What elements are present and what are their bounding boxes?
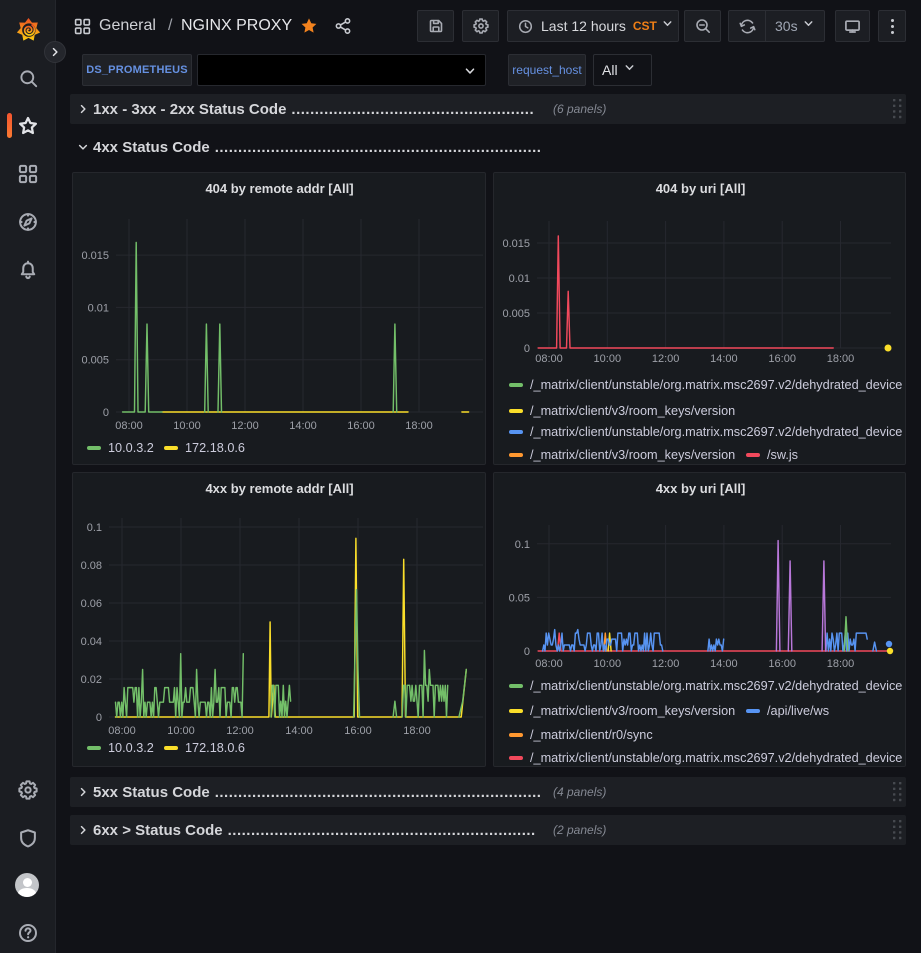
svg-text:08:00: 08:00	[535, 353, 563, 365]
svg-text:/_matrix/client/r0/sync: /_matrix/client/r0/sync	[530, 728, 653, 742]
svg-text:0.06: 0.06	[81, 598, 102, 610]
svg-text:/_matrix/client/unstable/org.m: /_matrix/client/unstable/org.matrix.msc2…	[530, 425, 902, 439]
svg-text:10:00: 10:00	[167, 725, 195, 737]
svg-text:16:00: 16:00	[344, 725, 372, 737]
svg-text:0: 0	[524, 343, 530, 355]
svg-text:18:00: 18:00	[827, 658, 855, 670]
svg-text:4xx by remote addr [All]: 4xx by remote addr [All]	[205, 481, 353, 496]
svg-text:/_matrix/client/unstable/org.m: /_matrix/client/unstable/org.matrix.msc2…	[530, 378, 902, 392]
svg-text:10:00: 10:00	[594, 353, 622, 365]
svg-text:0: 0	[103, 407, 109, 419]
svg-text:10:00: 10:00	[594, 658, 622, 670]
svg-text:14:00: 14:00	[285, 725, 313, 737]
svg-text:08:00: 08:00	[108, 725, 136, 737]
svg-text:0.01: 0.01	[88, 302, 109, 314]
svg-text:/_matrix/client/unstable/org.m: /_matrix/client/unstable/org.matrix.msc2…	[530, 679, 902, 693]
svg-text:12:00: 12:00	[652, 658, 680, 670]
svg-text:12:00: 12:00	[231, 420, 259, 432]
svg-text:0: 0	[96, 712, 102, 724]
svg-text:/api/live/ws: /api/live/ws	[767, 704, 829, 718]
svg-text:0.005: 0.005	[81, 355, 109, 367]
svg-text:/sw.js: /sw.js	[767, 448, 798, 462]
svg-text:0.015: 0.015	[502, 238, 530, 250]
svg-text:/_matrix/client/unstable/org.m: /_matrix/client/unstable/org.matrix.msc2…	[530, 751, 902, 765]
svg-text:0.1: 0.1	[87, 522, 102, 534]
svg-text:08:00: 08:00	[535, 658, 563, 670]
svg-text:16:00: 16:00	[347, 420, 375, 432]
svg-text:08:00: 08:00	[115, 420, 143, 432]
svg-text:0.01: 0.01	[509, 273, 530, 285]
svg-text:18:00: 18:00	[405, 420, 433, 432]
svg-text:16:00: 16:00	[768, 658, 796, 670]
svg-text:0.1: 0.1	[515, 539, 530, 551]
svg-text:/_matrix/client/v3/room_keys/v: /_matrix/client/v3/room_keys/version	[530, 448, 735, 462]
svg-text:18:00: 18:00	[403, 725, 431, 737]
svg-text:404 by remote addr [All]: 404 by remote addr [All]	[205, 181, 353, 196]
svg-text:0.08: 0.08	[81, 560, 102, 572]
svg-text:/_matrix/client/v3/room_keys/v: /_matrix/client/v3/room_keys/version	[530, 404, 735, 418]
svg-text:0.02: 0.02	[81, 674, 102, 686]
svg-text:/_matrix/client/v3/room_keys/v: /_matrix/client/v3/room_keys/version	[530, 704, 735, 718]
svg-text:14:00: 14:00	[710, 658, 738, 670]
svg-text:0: 0	[524, 646, 530, 658]
svg-text:16:00: 16:00	[768, 353, 796, 365]
svg-text:404 by uri [All]: 404 by uri [All]	[656, 181, 746, 196]
svg-text:0.05: 0.05	[509, 592, 530, 604]
svg-text:0.015: 0.015	[81, 250, 109, 262]
svg-text:10.0.3.2: 10.0.3.2	[108, 741, 154, 755]
svg-text:12:00: 12:00	[226, 725, 254, 737]
svg-text:10:00: 10:00	[173, 420, 201, 432]
svg-text:172.18.0.6: 172.18.0.6	[185, 741, 245, 755]
svg-text:10.0.3.2: 10.0.3.2	[108, 441, 154, 455]
svg-text:0.04: 0.04	[81, 636, 102, 648]
svg-text:172.18.0.6: 172.18.0.6	[185, 441, 245, 455]
svg-text:0.005: 0.005	[502, 308, 530, 320]
svg-text:14:00: 14:00	[710, 353, 738, 365]
svg-text:4xx by uri [All]: 4xx by uri [All]	[656, 481, 746, 496]
svg-text:14:00: 14:00	[289, 420, 317, 432]
svg-text:12:00: 12:00	[652, 353, 680, 365]
svg-text:18:00: 18:00	[827, 353, 855, 365]
